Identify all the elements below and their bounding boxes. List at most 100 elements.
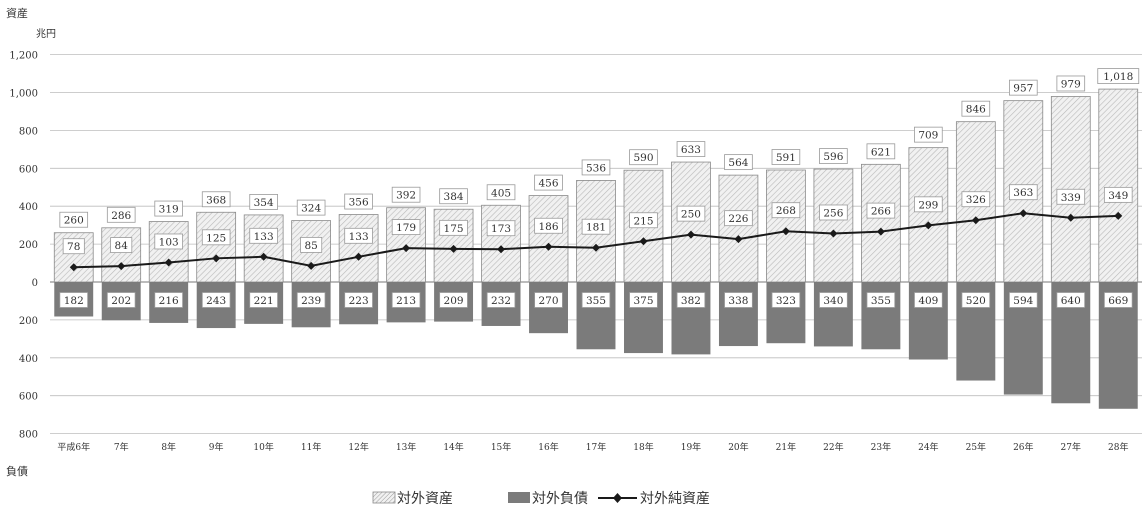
- legend-liabilities-label: 対外負債: [532, 491, 588, 507]
- asset-bar: [1098, 88, 1139, 283]
- asset-value-label-text: 1,018: [1103, 71, 1133, 83]
- net-assets-marker: [402, 244, 411, 253]
- liability-value-label: 382: [676, 292, 706, 308]
- asset-value-label-box: [486, 184, 516, 201]
- asset-value-label: 846: [961, 100, 991, 117]
- asset-value-label-text: 384: [444, 191, 464, 203]
- asset-bar: [101, 227, 142, 283]
- net-value-label-text: 179: [396, 222, 416, 234]
- liability-value-label: 355: [866, 292, 896, 308]
- liability-value-label-box: [676, 292, 706, 308]
- liability-value-label-text: 669: [1108, 295, 1128, 307]
- net-value-label-box: [771, 202, 801, 219]
- net-assets-marker: [592, 243, 600, 252]
- liability-value-label: 338: [724, 292, 753, 308]
- liability-value-label-box: [866, 292, 896, 308]
- net-value-label: 133: [249, 227, 278, 244]
- y-tick-label: 1,000: [9, 89, 38, 100]
- asset-value-label-box: [581, 159, 611, 176]
- liability-value-label-box: [961, 292, 991, 308]
- net-value-label-text: 268: [776, 205, 796, 217]
- asset-bar: [243, 214, 284, 283]
- liability-bar: [766, 282, 806, 344]
- asset-value-label-text: 621: [871, 146, 891, 158]
- asset-value-label-text: 633: [681, 144, 701, 156]
- asset-value-label-box: [534, 174, 563, 191]
- x-tick-label: 27年: [1061, 441, 1081, 453]
- liability-value-label: 520: [961, 292, 991, 308]
- asset-value-label: 596: [819, 148, 848, 164]
- net-assets-marker: [1019, 209, 1028, 218]
- liability-value-label-text: 355: [586, 295, 606, 307]
- asset-value-label-text: 286: [111, 210, 131, 222]
- y-axis-bottom-label: 負債: [6, 464, 28, 478]
- liability-value-label-box: [629, 292, 658, 308]
- y-axis-unit-label: 兆円: [36, 28, 56, 40]
- asset-value-label: 392: [391, 186, 421, 203]
- net-value-label: 179: [391, 219, 421, 235]
- liability-value-label-text: 382: [681, 295, 701, 307]
- asset-value-label-text: 596: [823, 151, 843, 163]
- liability-value-label-box: [154, 292, 183, 308]
- y-tick-label: 1,200: [9, 51, 38, 62]
- asset-value-label: 356: [344, 193, 373, 210]
- liability-value-label-text: 202: [111, 295, 131, 307]
- legend-net-marker: [613, 493, 622, 503]
- x-tick-label: 10年: [253, 441, 273, 453]
- net-value-label: 326: [961, 191, 991, 208]
- liability-value-label-box: [534, 292, 563, 308]
- asset-bar: [528, 195, 569, 283]
- asset-value-label-text: 456: [538, 178, 558, 190]
- legend-assets-label: 対外資産: [397, 491, 453, 507]
- liability-value-label: 243: [201, 292, 231, 308]
- net-value-label: 78: [62, 238, 85, 255]
- liability-value-label: 232: [486, 292, 516, 308]
- asset-value-label-box: [201, 191, 231, 208]
- asset-value-label: 260: [59, 211, 89, 228]
- x-tick-label: 26年: [1013, 441, 1033, 453]
- legend-liabilities-swatch: [508, 492, 530, 503]
- liability-value-label-box: [201, 292, 231, 308]
- net-value-label-text: 256: [823, 207, 843, 219]
- net-value-label-text: 250: [681, 209, 701, 221]
- asset-value-label: 324: [296, 199, 326, 216]
- net-value-label-box: [201, 229, 231, 246]
- liability-value-label-text: 232: [491, 295, 511, 307]
- asset-value-label: 1,018: [1097, 68, 1140, 84]
- liability-value-label-box: [819, 292, 848, 308]
- x-tick-label: 22年: [823, 441, 843, 453]
- liability-value-label-box: [771, 292, 801, 308]
- asset-value-label-box: [676, 141, 706, 157]
- y-axis-ticks: 1,200 1,000 800 600 400 200 0 200 400 600 800: [9, 51, 38, 441]
- net-value-label: 181: [581, 218, 611, 235]
- net-value-label-box: [866, 202, 896, 219]
- net-assets-marker: [829, 229, 838, 238]
- liability-value-label: 221: [249, 292, 278, 308]
- y-tick-label: 200: [19, 316, 38, 327]
- net-value-label-box: [581, 218, 611, 235]
- asset-value-label: 384: [439, 188, 468, 205]
- liability-value-label: 669: [1103, 292, 1133, 308]
- asset-value-label-box: [154, 200, 183, 217]
- asset-value-label-text: 590: [633, 152, 653, 164]
- net-value-label-text: 349: [1108, 190, 1128, 202]
- x-tick-label: 15年: [491, 441, 511, 453]
- liability-value-label-box: [344, 292, 373, 308]
- x-tick-label: 12年: [348, 441, 368, 453]
- net-value-label-text: 133: [254, 231, 274, 243]
- asset-value-label-text: 260: [64, 215, 84, 227]
- asset-value-label: 621: [866, 143, 896, 160]
- asset-value-label-box: [629, 149, 658, 166]
- asset-value-label-text: 536: [586, 162, 606, 174]
- net-value-label-box: [914, 196, 943, 213]
- liability-value-label-box: [296, 292, 326, 308]
- asset-value-label: 564: [724, 154, 753, 171]
- x-tick-label: 18年: [633, 441, 653, 453]
- asset-value-label: 536: [581, 159, 611, 176]
- liability-value-label-text: 520: [966, 295, 986, 307]
- asset-value-label-box: [866, 143, 896, 160]
- net-value-label-box: [249, 227, 278, 244]
- asset-value-label-box: [724, 154, 753, 171]
- x-tick-label: 24年: [918, 441, 938, 453]
- net-assets-marker: [1114, 211, 1123, 220]
